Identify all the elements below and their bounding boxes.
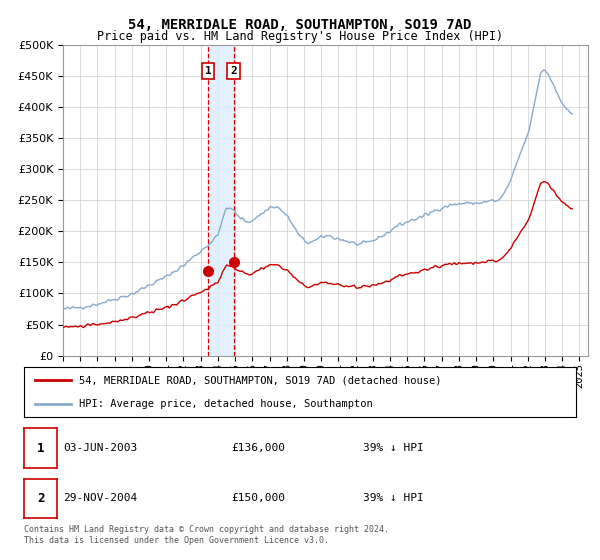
- Text: 03-JUN-2003: 03-JUN-2003: [63, 443, 137, 453]
- Text: Price paid vs. HM Land Registry's House Price Index (HPI): Price paid vs. HM Land Registry's House …: [97, 30, 503, 43]
- Text: 2: 2: [230, 66, 237, 76]
- Text: 39% ↓ HPI: 39% ↓ HPI: [363, 443, 424, 453]
- Text: Contains HM Land Registry data © Crown copyright and database right 2024.
This d: Contains HM Land Registry data © Crown c…: [24, 525, 389, 545]
- Text: HPI: Average price, detached house, Southampton: HPI: Average price, detached house, Sout…: [79, 399, 373, 409]
- Text: 39% ↓ HPI: 39% ↓ HPI: [363, 493, 424, 503]
- Text: £150,000: £150,000: [231, 493, 285, 503]
- Text: £136,000: £136,000: [231, 443, 285, 453]
- Text: 1: 1: [205, 66, 211, 76]
- Text: 1: 1: [37, 441, 44, 455]
- Text: 54, MERRIDALE ROAD, SOUTHAMPTON, SO19 7AD (detached house): 54, MERRIDALE ROAD, SOUTHAMPTON, SO19 7A…: [79, 375, 442, 385]
- Bar: [208, 45, 233, 356]
- Text: 2: 2: [37, 492, 44, 505]
- Text: 54, MERRIDALE ROAD, SOUTHAMPTON, SO19 7AD: 54, MERRIDALE ROAD, SOUTHAMPTON, SO19 7A…: [128, 18, 472, 32]
- Text: 29-NOV-2004: 29-NOV-2004: [63, 493, 137, 503]
